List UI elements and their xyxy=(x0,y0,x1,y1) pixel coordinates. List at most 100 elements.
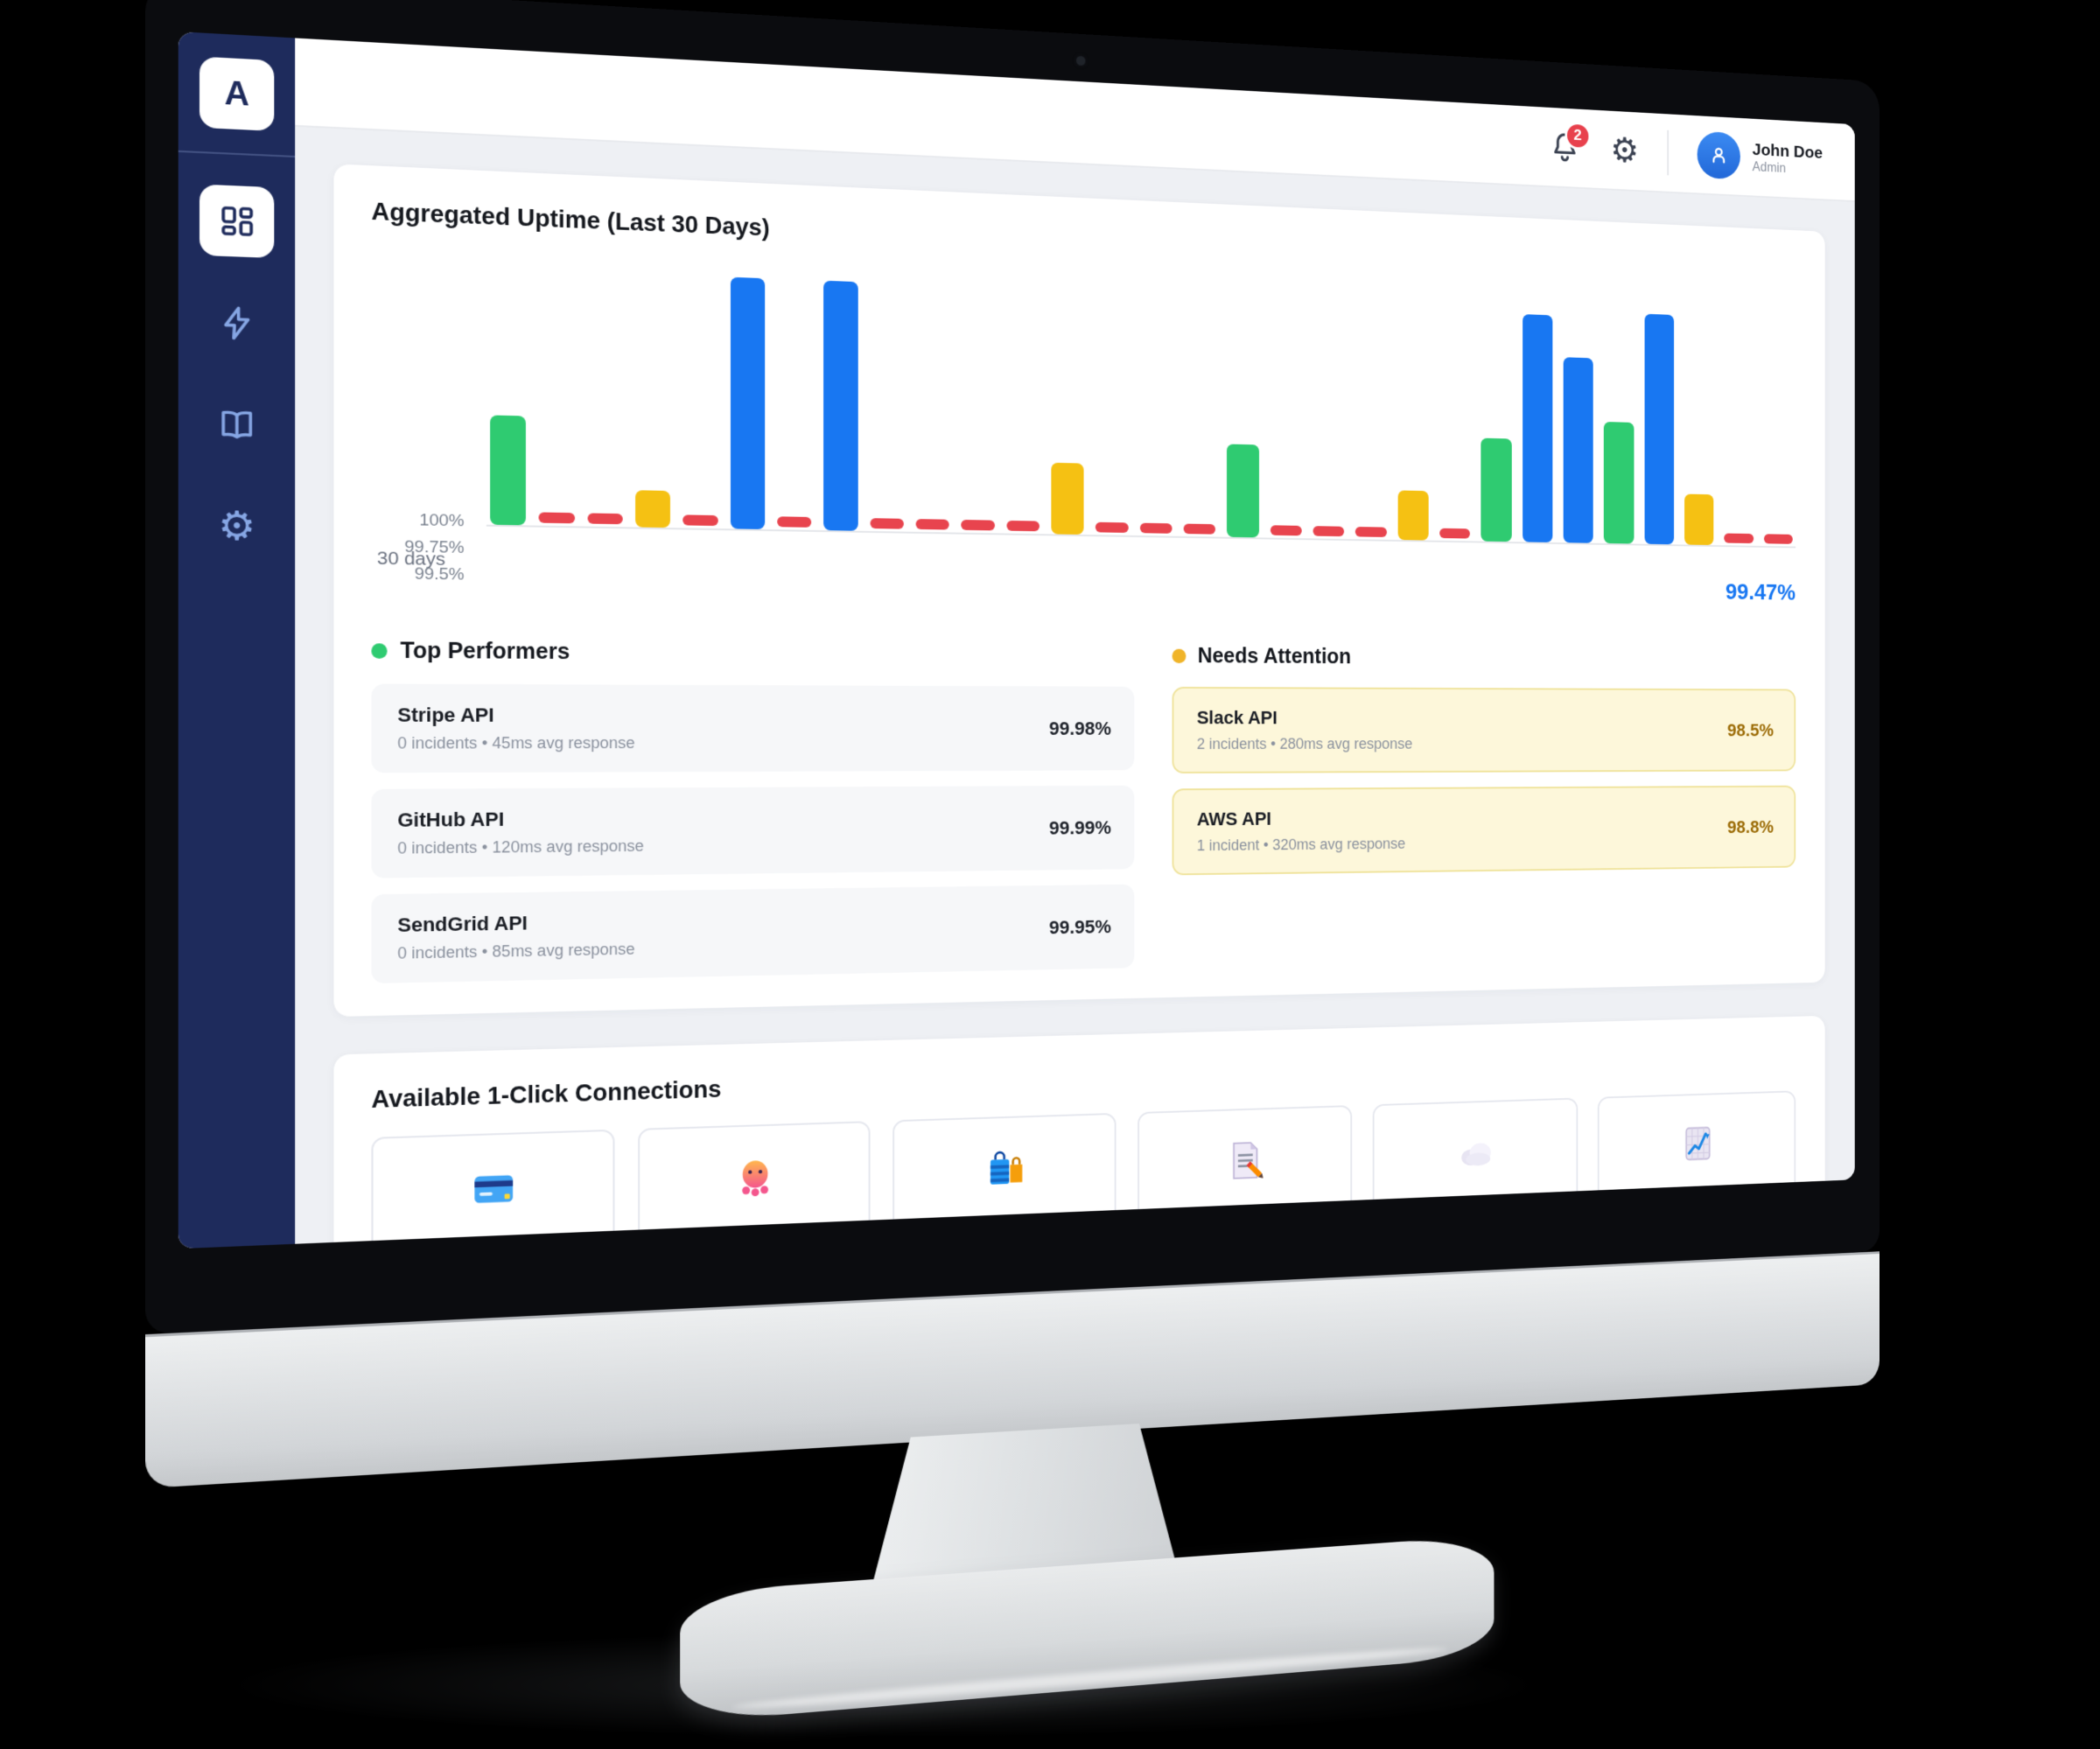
top-performers-title: Top Performers xyxy=(400,638,570,665)
green-dot-icon xyxy=(371,643,388,659)
uptime-bar-green xyxy=(1227,444,1259,538)
needs-attention-header: Needs Attention xyxy=(1172,644,1796,672)
baseline-dash xyxy=(1139,522,1172,534)
page: 2 ⚙ John Doe xyxy=(295,38,1855,1244)
uptime-bar-chart xyxy=(486,256,1796,549)
baseline-dash xyxy=(1355,527,1387,537)
list-item-sendgrid-api[interactable]: SendGrid API 0 incidents • 85ms avg resp… xyxy=(371,884,1135,984)
api-uptime-value: 98.5% xyxy=(1727,719,1774,740)
list-item-slack-api[interactable]: Slack API 2 incidents • 280ms avg respon… xyxy=(1172,686,1796,774)
main-content: Aggregated Uptime (Last 30 Days) 100% 99… xyxy=(295,127,1855,1244)
baseline-dash xyxy=(777,516,812,528)
api-name: AWS API xyxy=(1196,808,1272,830)
uptime-chart: 100% 99.75% 99.5% 30 days 99.47% xyxy=(371,253,1796,605)
uptime-bar-blue xyxy=(1522,314,1553,542)
sidebar-item-integrations[interactable] xyxy=(200,286,274,360)
baseline-dash xyxy=(1724,533,1754,544)
memo-pencil-icon xyxy=(1225,1138,1267,1244)
uptime-bar-green xyxy=(490,415,527,526)
needs-attention-title: Needs Attention xyxy=(1197,644,1352,668)
uptime-bar-green xyxy=(1604,422,1634,544)
baseline-dash xyxy=(1439,528,1471,539)
bell-icon xyxy=(1548,154,1581,170)
open-book-icon xyxy=(218,406,256,444)
chart-footer: 30 days 99.47% xyxy=(371,548,1796,605)
connections-grid xyxy=(371,1090,1796,1244)
sidebar-item-docs[interactable] xyxy=(200,388,274,461)
baseline-dash xyxy=(915,519,949,530)
api-meta: 2 incidents • 280ms avg response xyxy=(1196,735,1413,752)
sidebar-divider xyxy=(178,150,296,158)
octopus-icon xyxy=(732,1155,778,1243)
api-uptime-value: 99.98% xyxy=(1048,717,1112,739)
user-menu[interactable]: John Doe Admin xyxy=(1697,130,1823,184)
credit-card-icon xyxy=(470,1165,518,1244)
person-avatar-icon xyxy=(1697,130,1741,180)
api-meta: 0 incidents • 120ms avg response xyxy=(397,836,644,857)
gear-icon[interactable]: ⚙ xyxy=(1610,129,1639,171)
baseline-dash xyxy=(1763,534,1793,544)
top-performers-header: Top Performers xyxy=(371,638,1134,668)
connection-card-analytics[interactable] xyxy=(1598,1090,1796,1244)
status-columns: Top Performers Stripe API 0 incidents • … xyxy=(371,638,1796,984)
api-uptime-value: 99.95% xyxy=(1048,915,1112,938)
monitor-mockup: A xyxy=(145,0,1880,1749)
connection-card-octopus[interactable] xyxy=(637,1121,871,1244)
header-divider xyxy=(1667,129,1670,176)
baseline-dash xyxy=(538,512,575,524)
api-meta: 0 incidents • 45ms avg response xyxy=(397,734,635,752)
baseline-dash xyxy=(1096,521,1129,533)
connection-card-payments[interactable] xyxy=(371,1129,615,1244)
list-item-aws-api[interactable]: AWS API 1 incident • 320ms avg response … xyxy=(1172,785,1796,876)
baseline-dash xyxy=(1183,523,1216,535)
needs-attention-list: Slack API 2 incidents • 280ms avg respon… xyxy=(1172,686,1796,876)
api-meta: 0 incidents • 85ms avg response xyxy=(397,940,635,962)
connection-card-notes[interactable] xyxy=(1138,1105,1352,1244)
uptime-bar-blue xyxy=(823,280,858,531)
api-meta: 1 incident • 320ms avg response xyxy=(1196,835,1406,855)
gear-icon: ⚙ xyxy=(218,503,256,549)
y-tick: 100% xyxy=(419,511,465,531)
baseline-dash xyxy=(1312,526,1345,537)
uptime-bar-blue xyxy=(1563,357,1593,543)
dashboard-screen: A xyxy=(178,31,1855,1249)
uptime-bar-yellow xyxy=(1051,462,1084,535)
dashboard-grid-icon xyxy=(218,202,256,240)
y-tick: 99.5% xyxy=(414,564,465,584)
connection-card-cloud[interactable] xyxy=(1372,1097,1578,1244)
baseline-dash xyxy=(682,514,718,527)
sidebar-item-settings[interactable]: ⚙ xyxy=(200,491,274,563)
baseline-dash xyxy=(870,518,904,529)
uptime-bar-blue xyxy=(1644,313,1674,545)
uptime-bar-blue xyxy=(730,276,766,529)
uptime-bar-yellow xyxy=(1397,490,1429,541)
api-name: GitHub API xyxy=(397,808,505,831)
connections-card: Available 1-Click Connections xyxy=(332,1014,1826,1244)
monitor-bezel: A xyxy=(145,0,1880,1335)
baseline-dash xyxy=(587,513,623,525)
cloud-icon xyxy=(1456,1130,1496,1243)
uptime-bar-green xyxy=(1480,437,1512,542)
list-item-stripe-api[interactable]: Stripe API 0 incidents • 45ms avg respon… xyxy=(371,683,1135,773)
uptime-card: Aggregated Uptime (Last 30 Days) 100% 99… xyxy=(332,163,1826,1018)
baseline-dash xyxy=(961,520,995,531)
api-name: SendGrid API xyxy=(397,912,528,937)
lightning-bolt-icon xyxy=(218,304,256,342)
needs-attention-section: Needs Attention Slack API 2 incidents • … xyxy=(1172,644,1796,967)
sidebar-item-dashboard[interactable] xyxy=(199,184,275,259)
uptime-bar-yellow xyxy=(1684,493,1714,546)
notifications-button[interactable]: 2 xyxy=(1548,121,1591,166)
shopping-bags-icon xyxy=(984,1146,1027,1243)
api-uptime-value: 99.99% xyxy=(1048,816,1112,838)
y-tick: 99.75% xyxy=(404,537,465,558)
webcam-icon xyxy=(1076,55,1086,66)
top-performers-section: Top Performers Stripe API 0 incidents • … xyxy=(371,638,1135,984)
app-logo[interactable]: A xyxy=(199,56,275,131)
yellow-dot-icon xyxy=(1172,648,1186,664)
list-item-github-api[interactable]: GitHub API 0 incidents • 120ms avg respo… xyxy=(371,785,1135,878)
top-performers-list: Stripe API 0 incidents • 45ms avg respon… xyxy=(371,683,1135,984)
connection-card-shopping[interactable] xyxy=(892,1112,1116,1244)
api-name: Stripe API xyxy=(397,703,494,726)
chart-increasing-icon xyxy=(1678,1122,1717,1243)
